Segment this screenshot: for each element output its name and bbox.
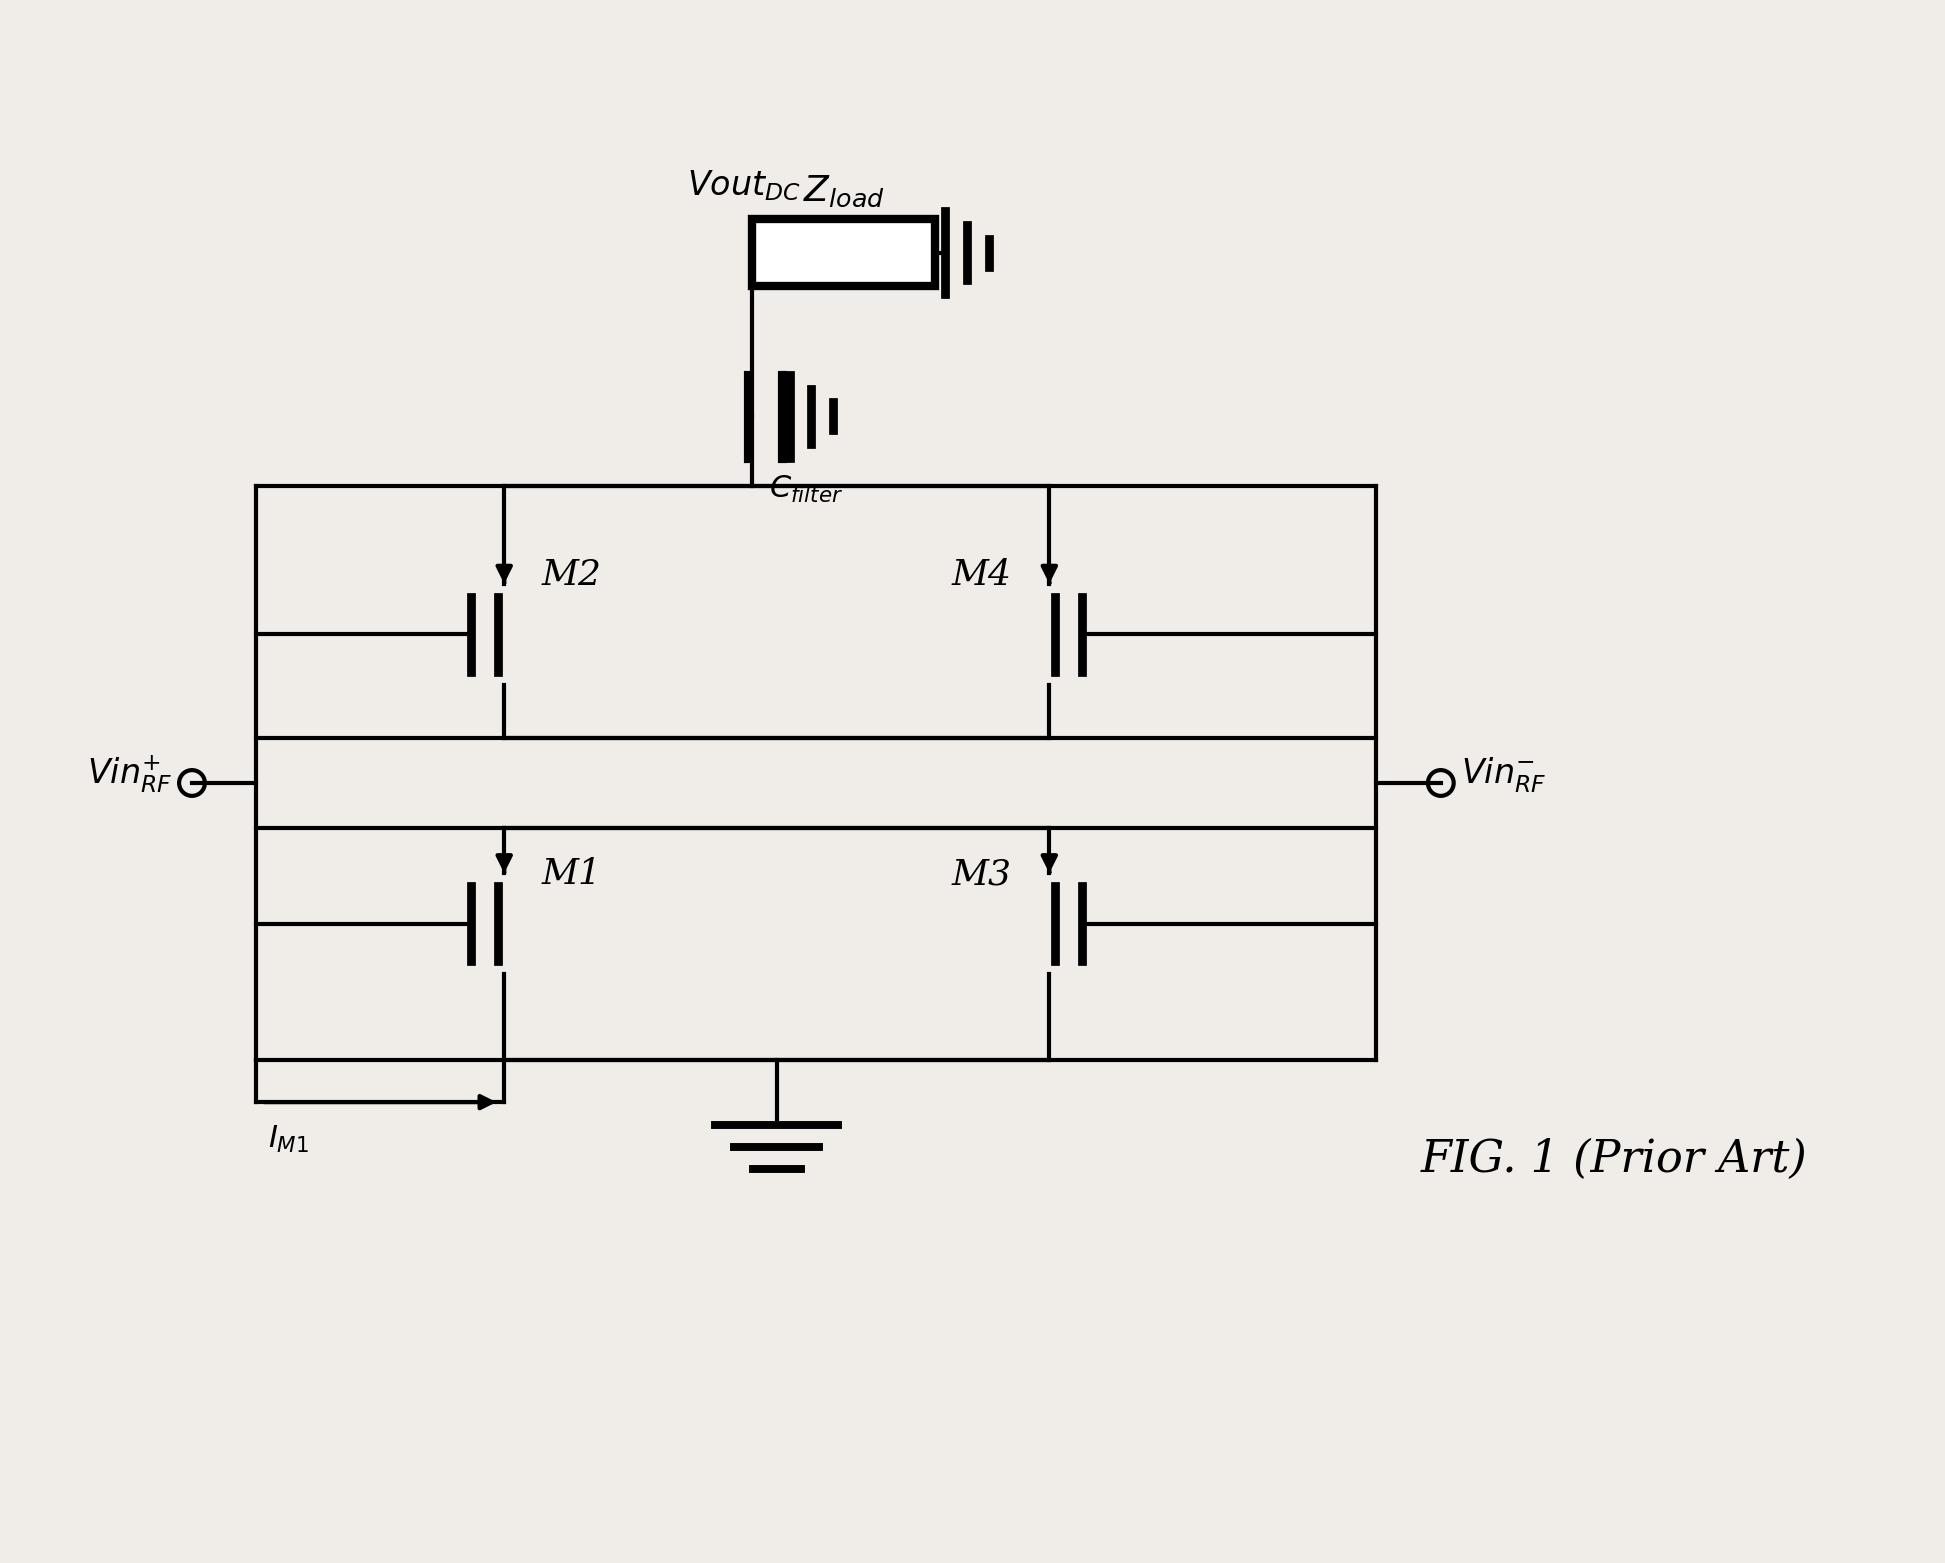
Text: $Z_{load}$: $Z_{load}$: [803, 173, 885, 209]
Text: M2: M2: [543, 558, 601, 592]
Text: $Vin_{RF}^{+}$: $Vin_{RF}^{+}$: [88, 753, 173, 796]
Text: M3: M3: [951, 857, 1011, 891]
Text: M1: M1: [543, 857, 601, 891]
Text: $C_{filter}$: $C_{filter}$: [770, 474, 844, 505]
Text: M4: M4: [951, 558, 1011, 592]
Text: $I_{M1}$: $I_{M1}$: [268, 1124, 309, 1155]
Bar: [753, 219, 936, 286]
Text: FIG. 1 (Prior Art): FIG. 1 (Prior Art): [1422, 1138, 1807, 1182]
Text: $Vout_{DC}$: $Vout_{DC}$: [687, 169, 801, 203]
Text: $Vin_{RF}^{-}$: $Vin_{RF}^{-}$: [1461, 755, 1546, 796]
